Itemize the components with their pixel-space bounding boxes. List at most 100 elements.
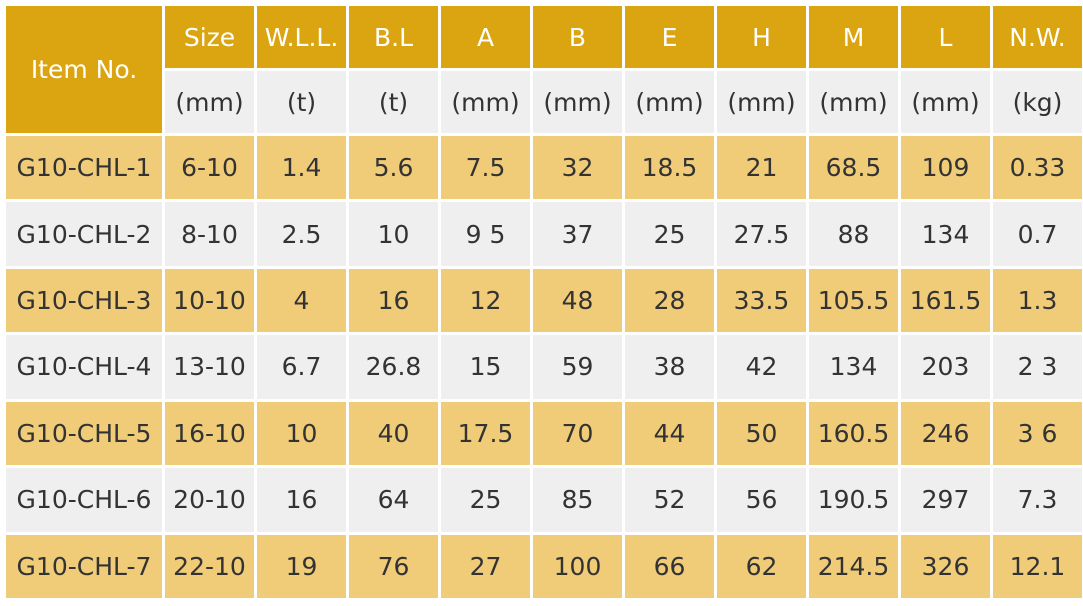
table-cell: 68.5 — [809, 136, 898, 200]
table-cell: 16 — [257, 468, 346, 532]
column-header: Size — [165, 6, 254, 68]
header-row-units: (mm) (t) (t) (mm) (mm) (mm) (mm) (mm) (m… — [6, 71, 1082, 133]
table-cell: 16-10 — [165, 401, 254, 466]
spec-table: Item No. Size W.L.L. B.L A B E H M L N.W… — [3, 3, 1083, 601]
unit-header: (t) — [349, 71, 438, 133]
item-no-cell: G10-CHL-1 — [6, 136, 162, 200]
table-cell: 25 — [441, 468, 530, 532]
column-header: A — [441, 6, 530, 68]
table-cell: 190.5 — [809, 468, 898, 532]
table-cell: 70 — [533, 401, 622, 466]
table-cell: 2 3 — [993, 335, 1082, 399]
item-no-cell: G10-CHL-7 — [6, 534, 162, 598]
table-cell: 66 — [625, 534, 714, 598]
table-cell: 20-10 — [165, 468, 254, 532]
table-row: G10-CHL-3 10-10 4 16 12 48 28 33.5 105.5… — [6, 268, 1082, 333]
item-no-cell: G10-CHL-3 — [6, 268, 162, 333]
table-cell: 59 — [533, 335, 622, 399]
table-cell: 64 — [349, 468, 438, 532]
table-cell: 160.5 — [809, 401, 898, 466]
table-cell: 297 — [901, 468, 990, 532]
table-cell: 161.5 — [901, 268, 990, 333]
table-cell: 88 — [809, 202, 898, 266]
table-cell: 6.7 — [257, 335, 346, 399]
unit-header: (mm) — [625, 71, 714, 133]
table-cell: 42 — [717, 335, 806, 399]
table-cell: 3 6 — [993, 401, 1082, 466]
table-cell: 105.5 — [809, 268, 898, 333]
table-cell: 12 — [441, 268, 530, 333]
table-cell: 5.6 — [349, 136, 438, 200]
column-header: H — [717, 6, 806, 68]
table-cell: 25 — [625, 202, 714, 266]
unit-header: (t) — [257, 71, 346, 133]
table-cell: 37 — [533, 202, 622, 266]
table-cell: 134 — [901, 202, 990, 266]
unit-header: (mm) — [533, 71, 622, 133]
table-row: G10-CHL-2 8-10 2.5 10 9 5 37 25 27.5 88 … — [6, 202, 1082, 266]
table-cell: 62 — [717, 534, 806, 598]
table-cell: 38 — [625, 335, 714, 399]
table-cell: 109 — [901, 136, 990, 200]
table-cell: 13-10 — [165, 335, 254, 399]
column-header: L — [901, 6, 990, 68]
unit-header: (mm) — [165, 71, 254, 133]
table-cell: 246 — [901, 401, 990, 466]
column-header: N.W. — [993, 6, 1082, 68]
unit-header: (kg) — [993, 71, 1082, 133]
table-cell: 0.7 — [993, 202, 1082, 266]
table-cell: 1.4 — [257, 136, 346, 200]
table-cell: 15 — [441, 335, 530, 399]
table-cell: 26.8 — [349, 335, 438, 399]
item-no-cell: G10-CHL-6 — [6, 468, 162, 532]
table-cell: 32 — [533, 136, 622, 200]
unit-header: (mm) — [901, 71, 990, 133]
table-cell: 4 — [257, 268, 346, 333]
table-cell: 76 — [349, 534, 438, 598]
table-cell: 22-10 — [165, 534, 254, 598]
column-header: E — [625, 6, 714, 68]
table-cell: 50 — [717, 401, 806, 466]
column-header: B.L — [349, 6, 438, 68]
table-cell: 85 — [533, 468, 622, 532]
table-cell: 19 — [257, 534, 346, 598]
table-cell: 100 — [533, 534, 622, 598]
table-row: G10-CHL-6 20-10 16 64 25 85 52 56 190.5 … — [6, 468, 1082, 532]
column-header: W.L.L. — [257, 6, 346, 68]
table-cell: 48 — [533, 268, 622, 333]
table-cell: 10 — [349, 202, 438, 266]
table-row: G10-CHL-7 22-10 19 76 27 100 66 62 214.5… — [6, 534, 1082, 598]
table-cell: 10 — [257, 401, 346, 466]
table-cell: 2.5 — [257, 202, 346, 266]
table-cell: 10-10 — [165, 268, 254, 333]
header-row-names: Item No. Size W.L.L. B.L A B E H M L N.W… — [6, 6, 1082, 133]
table-cell: 12.1 — [993, 534, 1082, 598]
item-no-header: Item No. — [6, 6, 162, 133]
table-cell: 203 — [901, 335, 990, 399]
table-cell: 134 — [809, 335, 898, 399]
item-no-cell: G10-CHL-4 — [6, 335, 162, 399]
table-cell: 214.5 — [809, 534, 898, 598]
table-cell: 0.33 — [993, 136, 1082, 200]
table-row: G10-CHL-1 6-10 1.4 5.6 7.5 32 18.5 21 68… — [6, 136, 1082, 200]
table-cell: 6-10 — [165, 136, 254, 200]
table-cell: 27.5 — [717, 202, 806, 266]
unit-header: (mm) — [717, 71, 806, 133]
table-cell: 33.5 — [717, 268, 806, 333]
table-cell: 326 — [901, 534, 990, 598]
table-cell: 7.3 — [993, 468, 1082, 532]
table-row: G10-CHL-5 16-10 10 40 17.5 70 44 50 160.… — [6, 401, 1082, 466]
table-cell: 56 — [717, 468, 806, 532]
table-cell: 1.3 — [993, 268, 1082, 333]
table-cell: 7.5 — [441, 136, 530, 200]
column-header: B — [533, 6, 622, 68]
table-cell: 16 — [349, 268, 438, 333]
table-cell: 28 — [625, 268, 714, 333]
table-row: G10-CHL-4 13-10 6.7 26.8 15 59 38 42 134… — [6, 335, 1082, 399]
table-cell: 52 — [625, 468, 714, 532]
table-cell: 9 5 — [441, 202, 530, 266]
table-cell: 27 — [441, 534, 530, 598]
item-no-cell: G10-CHL-5 — [6, 401, 162, 466]
column-header: M — [809, 6, 898, 68]
unit-header: (mm) — [441, 71, 530, 133]
